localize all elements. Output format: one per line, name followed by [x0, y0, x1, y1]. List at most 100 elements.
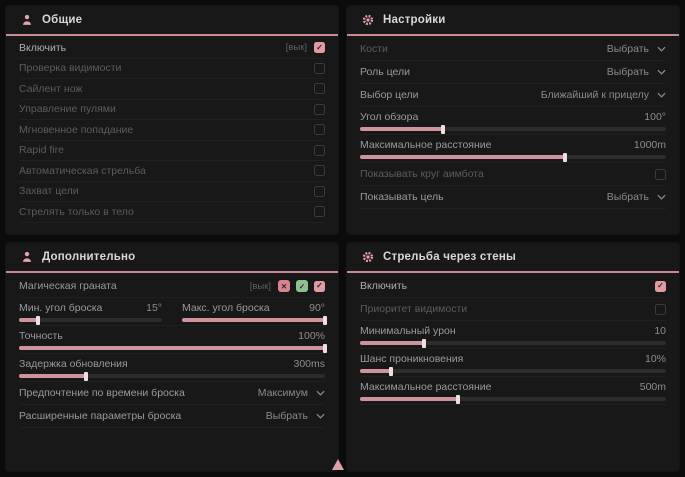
slider-label: Мин. угол броска [19, 302, 103, 314]
target-lock-checkbox[interactable] [314, 185, 325, 197]
panel-additional-header: Дополнительно [6, 243, 338, 273]
slider-label: Точность [19, 330, 63, 342]
row-rapid-fire: Rapid fire [19, 141, 325, 162]
row-target-role: Роль цели Выбрать [360, 61, 666, 84]
slider-handle[interactable] [323, 343, 327, 353]
slider-handle[interactable] [455, 394, 460, 404]
panel-general-body: Включить [вык] Проверка видимости Сайлен… [6, 36, 338, 234]
toggle-label: Сайлент нож [19, 82, 83, 95]
red-badge-icon[interactable]: ✕ [278, 280, 290, 292]
select-label: Роль цели [360, 66, 411, 78]
toggle-label: Проверка видимости [19, 62, 122, 75]
row-enable: Включить [вык] [19, 38, 325, 59]
target-role-select[interactable]: Выбрать [607, 66, 666, 78]
silent-knife-checkbox[interactable] [314, 83, 325, 95]
panel-title: Дополнительно [42, 251, 136, 263]
body-only-checkbox[interactable] [314, 206, 325, 218]
select-label: Расширенные параметры броска [19, 410, 182, 422]
row-visibility-check: Проверка видимости [19, 59, 325, 80]
max-throw-angle-slider[interactable] [182, 315, 327, 325]
panel-wallbang: Стрельба через стены Включить Приоритет … [346, 242, 680, 472]
hotkey-label: [вык] [285, 42, 307, 54]
menu-grid: Общие Включить [вык] Проверка видимости … [5, 5, 680, 472]
slider-label: Максимальное расстояние [360, 381, 492, 393]
slider-handle[interactable] [84, 371, 89, 381]
slider-handle[interactable] [563, 152, 568, 162]
row-update-delay: Задержка обновления 300ms [19, 354, 325, 382]
gear-icon [361, 13, 375, 27]
row-bullet-control: Управление пулями [19, 100, 325, 121]
enable-checkbox[interactable] [314, 42, 325, 54]
max-throw-angle: Макс. угол броска 90° [182, 302, 327, 325]
row-silent-knife: Сайлент нож [19, 79, 325, 100]
min-damage-slider[interactable] [360, 338, 666, 348]
show-aimbot-circle-checkbox[interactable] [655, 168, 666, 180]
slider-label: Максимальное расстояние [360, 139, 492, 151]
slider-handle[interactable] [440, 124, 445, 134]
green-badge-icon[interactable]: ✓ [296, 280, 308, 292]
toggle-label: Захват цели [19, 185, 79, 198]
visibility-check-checkbox[interactable] [314, 62, 325, 74]
chevron-down-icon [657, 194, 666, 200]
target-selection-select[interactable]: Ближайший к прицелу [541, 89, 666, 101]
wallbang-enable-checkbox[interactable] [655, 280, 666, 292]
show-target-select[interactable]: Выбрать [607, 191, 666, 203]
row-auto-fire: Автоматическая стрельба [19, 161, 325, 182]
toggle-label: Мгновенное попадание [19, 123, 134, 136]
slider-value: 100% [298, 330, 325, 342]
panel-settings: Настройки Кости Выбрать Роль цели Выбрат… [346, 5, 680, 235]
slider-handle[interactable] [388, 366, 393, 376]
toggle-label: Rapid fire [19, 144, 64, 157]
panel-general: Общие Включить [вык] Проверка видимости … [5, 5, 339, 235]
accuracy-slider[interactable] [19, 343, 327, 353]
visibility-priority-checkbox[interactable] [655, 303, 666, 315]
slider-handle[interactable] [323, 315, 327, 325]
toggle-label: Приоритет видимости [360, 303, 468, 315]
bullet-control-checkbox[interactable] [314, 103, 325, 115]
chevron-down-icon [657, 69, 666, 75]
auto-fire-checkbox[interactable] [314, 165, 325, 177]
panel-title: Стрельба через стены [383, 251, 517, 263]
row-advanced-throw-params: Расширенные параметры броска Выбрать [19, 405, 325, 428]
slider-label: Макс. угол броска [182, 302, 270, 314]
panel-additional: Дополнительно Магическая граната [вык] ✕… [5, 242, 339, 472]
panel-additional-body: Магическая граната [вык] ✕ ✓ Мин. угол б… [6, 273, 338, 471]
slider-handle[interactable] [35, 315, 40, 325]
panel-wallbang-header: Стрельба через стены [347, 243, 679, 273]
panel-settings-body: Кости Выбрать Роль цели Выбрать Выбор це… [347, 36, 679, 234]
wallbang-max-distance-slider[interactable] [360, 394, 666, 404]
toggle-label: Показывать круг аимбота [360, 168, 484, 180]
select-label: Кости [360, 43, 388, 55]
toggle-label: Включить [19, 41, 67, 54]
row-wallbang-max-distance: Максимальное расстояние 500m [360, 377, 666, 405]
slider-value: 100° [644, 111, 666, 123]
select-label: Выбор цели [360, 89, 419, 101]
advanced-throw-params-select[interactable]: Выбрать [266, 410, 325, 422]
chevron-down-icon [316, 413, 325, 419]
fov-slider[interactable] [360, 124, 666, 134]
mouse-cursor-icon [332, 459, 344, 470]
row-target-lock: Захват цели [19, 182, 325, 203]
penetration-chance-slider[interactable] [360, 366, 666, 376]
magic-grenade-checkbox[interactable] [314, 280, 325, 292]
row-accuracy: Точность 100% [19, 326, 327, 354]
toggle-label: Стрелять только в тело [19, 205, 134, 218]
person-icon [20, 13, 34, 27]
max-distance-slider[interactable] [360, 152, 666, 162]
throw-time-preference-select[interactable]: Максимум [258, 387, 325, 399]
chevron-down-icon [657, 46, 666, 52]
row-throw-time-preference: Предпочтение по времени броска Максимум [19, 382, 325, 405]
slider-value: 500m [639, 381, 666, 393]
instant-hit-checkbox[interactable] [314, 124, 325, 136]
slider-handle[interactable] [422, 338, 427, 348]
update-delay-slider[interactable] [19, 371, 325, 381]
row-magic-grenade: Магическая граната [вык] ✕ ✓ [19, 275, 325, 298]
hotkey-label: [вык] [249, 280, 271, 292]
bones-select[interactable]: Выбрать [607, 43, 666, 55]
slider-value: 90° [309, 302, 325, 314]
row-min-damage: Минимальный урон 10 [360, 321, 666, 349]
select-label: Предпочтение по времени броска [19, 387, 185, 399]
row-target-selection: Выбор цели Ближайший к прицелу [360, 84, 666, 107]
min-throw-angle-slider[interactable] [19, 315, 162, 325]
rapid-fire-checkbox[interactable] [314, 144, 325, 156]
